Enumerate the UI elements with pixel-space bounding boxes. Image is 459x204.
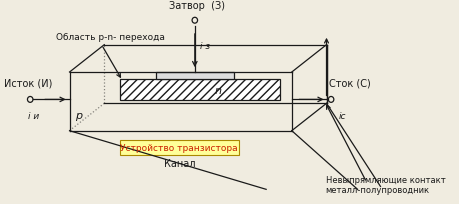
Text: iс: iс	[338, 112, 345, 121]
Text: Устройство транзистора: Устройство транзистора	[120, 144, 238, 153]
Text: Сток (С): Сток (С)	[328, 78, 369, 88]
Text: Канал: Канал	[163, 158, 195, 168]
Text: i и: i и	[28, 112, 39, 121]
Bar	[119, 141, 238, 155]
Text: Невыпрямляющие контакт
металл-полупроводник: Невыпрямляющие контакт металл-полупровод…	[325, 175, 444, 194]
Bar	[119, 80, 279, 101]
Bar	[156, 73, 234, 80]
Text: Область p-n- перехода: Область p-n- перехода	[56, 33, 164, 42]
Text: n: n	[214, 85, 221, 95]
Text: i з: i з	[200, 42, 210, 51]
Text: p: p	[75, 111, 82, 120]
Text: Затвор  (З): Затвор (З)	[168, 1, 224, 11]
Text: Исток (И): Исток (И)	[4, 78, 52, 88]
